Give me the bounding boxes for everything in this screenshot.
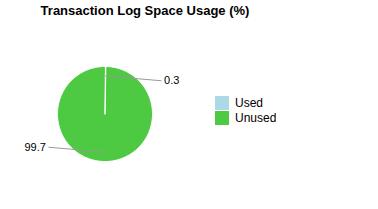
html-text:Used: Used: [235, 95, 263, 110]
html-text:Unused: Unused: [235, 110, 277, 125]
svg-text:99.7: 99.7: [24, 141, 45, 153]
html-text:Transaction Log Space Usage (%: Transaction Log Space Usage (%): [40, 3, 250, 18]
svg-text:0.3: 0.3: [164, 74, 179, 86]
